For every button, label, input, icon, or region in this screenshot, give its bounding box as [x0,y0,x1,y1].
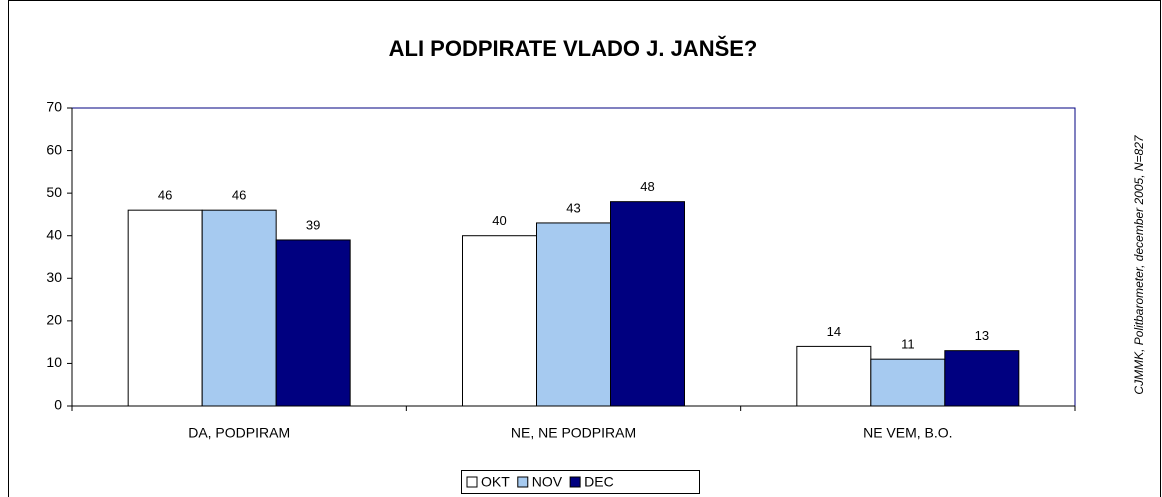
bar [462,235,537,407]
legend-label: DEC [584,474,614,490]
value-label: 48 [640,179,654,194]
bar [201,209,277,407]
bar [536,222,611,407]
legend-swatch [517,476,529,488]
value-label: 39 [306,217,320,232]
y-tick-label: 40 [46,226,62,242]
y-tick-label: 0 [54,397,62,413]
bar [610,201,685,407]
value-label: 11 [901,337,915,352]
bar [796,345,872,407]
y-tick-label: 50 [46,184,62,200]
bar [127,209,203,407]
chart-title: ALI PODPIRATE VLADO J. JANŠE? [389,36,758,61]
y-tick-label: 60 [46,141,62,157]
value-label: 14 [827,324,841,339]
bar [870,358,946,407]
value-label: 46 [158,188,172,203]
x-tick-label: NE, NE PODPIRAM [511,425,636,441]
legend-swatch [466,476,478,488]
bar [944,350,1020,407]
y-tick-label: 70 [46,99,62,115]
value-label: 13 [975,328,989,343]
x-tick-label: NE VEM, B.O. [863,425,952,441]
y-tick-label: 10 [46,354,62,370]
legend-swatch [569,476,581,488]
y-tick-label: 30 [46,269,62,285]
value-label: 46 [232,188,246,203]
legend-label: NOV [532,474,563,490]
value-label: 43 [566,200,580,215]
y-tick-label: 20 [46,312,62,328]
bar [275,239,351,407]
value-label: 40 [492,213,506,228]
source-note: CJMMK, Politbarometer, december 2005, N=… [1132,134,1146,394]
legend-label: OKT [481,474,510,490]
x-tick-label: DA, PODPIRAM [188,425,290,441]
